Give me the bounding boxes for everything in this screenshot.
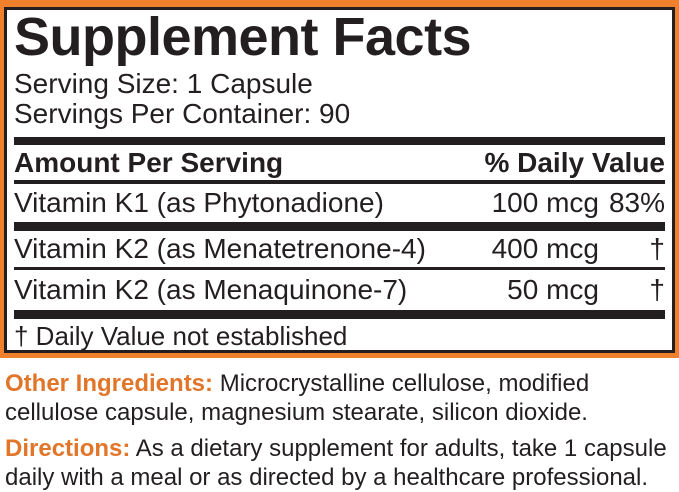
nutrient-row-vitamin-k2-mk7: Vitamin K2 (as Menaquinone-7) 50 mcg † (14, 270, 665, 310)
nutrient-daily-value: † (649, 233, 665, 264)
other-ingredients-paragraph: Other Ingredients: Microcrystalline cell… (5, 369, 677, 427)
divider-medium (14, 180, 665, 184)
nutrient-amount: 100 mcg (491, 187, 599, 218)
supplement-facts-panel: Supplement Facts Serving Size: 1 Capsule… (0, 0, 679, 358)
divider-thin (14, 267, 665, 270)
nutrient-amount: 400 mcg (491, 233, 599, 264)
nutrient-name: Vitamin K1 (as Phytonadione) (14, 187, 384, 218)
supplement-facts-inner-box: Supplement Facts Serving Size: 1 Capsule… (4, 7, 675, 353)
panel-title: Supplement Facts (14, 7, 472, 67)
other-ingredients-text: Microcrystalline cellulose, modified cel… (5, 370, 590, 426)
nutrient-amount: 50 mcg (507, 274, 599, 305)
amount-per-serving-label: Amount Per Serving (14, 147, 284, 178)
divider-thick (14, 310, 665, 319)
daily-value-label: % Daily Value (484, 147, 665, 178)
divider-thick (14, 222, 665, 231)
directions-label: Directions: (5, 435, 131, 462)
other-ingredients-label: Other Ingredients: (5, 370, 214, 397)
nutrient-name: Vitamin K2 (as Menatetrenone-4) (14, 233, 426, 264)
directions-paragraph: Directions: As a dietary supplement for … (5, 434, 677, 492)
nutrient-name: Vitamin K2 (as Menaquinone-7) (14, 274, 408, 305)
nutrient-row-vitamin-k1: Vitamin K1 (as Phytonadione) 100 mcg 83% (14, 184, 665, 222)
servings-per-container: Servings Per Container: 90 (14, 98, 351, 129)
directions-text: As a dietary supplement for adults, take… (5, 435, 667, 491)
nutrient-daily-value: 83% (608, 187, 665, 218)
serving-size: Serving Size: 1 Capsule (14, 68, 313, 99)
table-header-row: Amount Per Serving % Daily Value (14, 145, 665, 180)
nutrient-row-vitamin-k2-mk4: Vitamin K2 (as Menatetrenone-4) 400 mcg … (14, 231, 665, 267)
divider-thick (14, 137, 665, 145)
daily-value-footnote: † Daily Value not established (14, 321, 348, 351)
nutrient-daily-value: † (649, 274, 665, 305)
